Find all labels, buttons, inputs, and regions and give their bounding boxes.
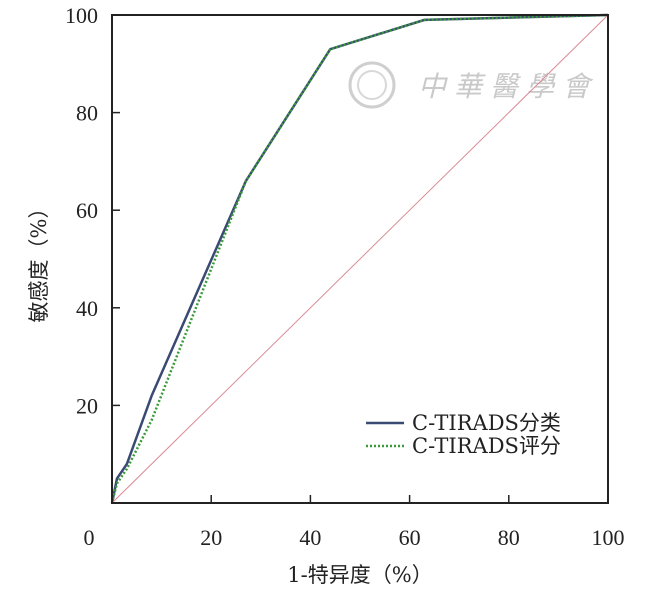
series-line-1 xyxy=(110,13,609,504)
x-tick-label: 80 xyxy=(498,525,520,550)
x-axis-title: 1-特异度（%） xyxy=(287,563,432,587)
y-tick-label: 40 xyxy=(76,296,98,321)
y-tick-label: 80 xyxy=(76,101,98,126)
watermark-text: 中華醫學會 xyxy=(418,70,598,103)
y-axis: 20 40 60 80 100 xyxy=(65,3,120,418)
x-tick-label: 100 xyxy=(592,525,625,550)
x-tick-label: 20 xyxy=(200,525,222,550)
y-axis-title: 敏感度（%） xyxy=(27,198,51,323)
legend: C-TIRADS分类 C-TIRADS评分 xyxy=(366,411,561,458)
legend-label-score: C-TIRADS评分 xyxy=(412,434,561,458)
y-tick-label: 60 xyxy=(76,198,98,223)
reference-diagonal-line xyxy=(111,14,609,504)
series-layer xyxy=(110,13,609,504)
watermark-seal-icon xyxy=(348,61,396,109)
watermark: 中華醫學會 xyxy=(348,61,598,109)
x-axis: 0 20 40 60 80 100 xyxy=(84,495,625,550)
x-tick-label: 60 xyxy=(399,525,421,550)
x-tick-label: 40 xyxy=(299,525,321,550)
y-tick-label: 100 xyxy=(65,3,98,28)
legend-label-classification: C-TIRADS分类 xyxy=(412,411,561,435)
y-tick-label: 20 xyxy=(76,393,98,418)
plot-frame xyxy=(111,14,609,504)
x-tick-label: 0 xyxy=(84,525,95,550)
